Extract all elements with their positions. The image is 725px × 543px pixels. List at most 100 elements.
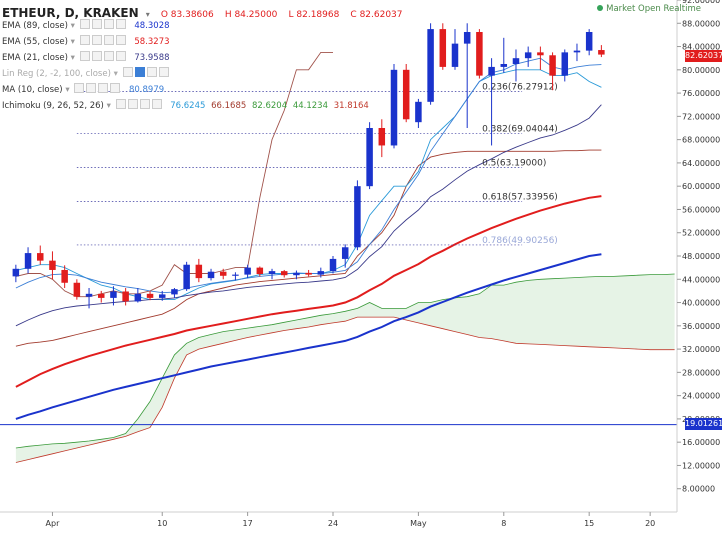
candle-body (232, 274, 239, 276)
series-line-ema55 (15, 195, 602, 388)
indicator-label: EMA (21, close) (2, 53, 68, 63)
ichimoku-base-value: 66.1685 (211, 101, 247, 111)
market-status: Market Open Realtime (597, 4, 701, 14)
series-line-kijun (15, 149, 602, 347)
plus-icon[interactable] (103, 35, 114, 45)
candle-body (134, 293, 142, 302)
candle-body (463, 32, 471, 44)
settings-icon[interactable] (115, 99, 126, 109)
candle-body (415, 101, 422, 123)
indicator-label: MA (10, close) (2, 85, 63, 95)
chevron-down-icon[interactable]: ▾ (70, 21, 75, 31)
level-price-tag: 19.01261 (685, 418, 723, 430)
time-tick-label: 8 (501, 519, 506, 528)
settings-icon[interactable] (122, 67, 133, 77)
candle-body (110, 291, 117, 298)
fib-level-label: 0.236(76.27912) (482, 82, 558, 92)
indicator-ema21[interactable]: EMA (21, close) ▾ 73.9588 (2, 51, 170, 63)
settings-icon[interactable] (79, 51, 90, 61)
candle-body (573, 50, 581, 53)
indicator-ma10[interactable]: MA (10, close) ▾ 80.8979 (2, 83, 164, 95)
candle-body (195, 264, 203, 279)
candle-body (341, 247, 349, 259)
candle-body (49, 260, 56, 270)
fib-level-label: 0.382(69.04044) (482, 125, 558, 135)
price-tick-label: 24.00000 (682, 392, 720, 401)
indicator-label: EMA (55, close) (2, 37, 68, 47)
eye-icon[interactable] (91, 19, 102, 29)
time-tick-label: May (410, 519, 427, 528)
candle-body (207, 271, 215, 279)
candle-body (378, 128, 386, 146)
indicator-label: Ichimoku (9, 26, 52, 26) (2, 101, 104, 111)
indicator-ichimoku[interactable]: Ichimoku (9, 26, 52, 26) ▾ 76.6245 66.16… (2, 99, 369, 111)
symbol-header[interactable]: ETHEUR, D, KRAKEN ▾ O 83.38606 H 84.2500… (2, 2, 403, 21)
eye-icon[interactable] (91, 51, 102, 61)
plus-icon[interactable] (103, 51, 114, 61)
price-tick-label: 16.00000 (682, 438, 720, 447)
settings-icon[interactable] (79, 35, 90, 45)
price-tick-label: 12.00000 (682, 461, 720, 470)
settings-icon[interactable] (74, 83, 85, 93)
candle-body (439, 29, 447, 67)
chevron-down-icon[interactable]: ▾ (70, 37, 75, 47)
chevron-down-icon[interactable]: ▾ (113, 69, 118, 79)
candle-body (598, 50, 605, 55)
ichimoku-cloud (15, 274, 675, 463)
candle-body (305, 272, 312, 275)
ichimoku-conversion-value: 76.6245 (170, 101, 206, 111)
close-icon[interactable] (115, 19, 126, 29)
eye-icon[interactable] (91, 35, 102, 45)
ichimoku-span-a-value: 44.1234 (292, 101, 328, 111)
candle-body (244, 267, 251, 275)
candle-body (12, 268, 20, 277)
indicator-ema89[interactable]: EMA (89, close) ▾ 48.3028 (2, 19, 170, 31)
price-tick-label: 52.00000 (682, 229, 720, 238)
chevron-down-icon[interactable]: ▾ (65, 85, 70, 95)
ohlc-low: L 82.18968 (288, 10, 340, 20)
chevron-down-icon[interactable]: ▾ (70, 53, 75, 63)
plus-icon[interactable] (103, 19, 114, 29)
price-tick-label: 64.00000 (682, 159, 720, 168)
candle-body (37, 253, 44, 261)
indicator-linreg[interactable]: Lin Reg (2, -2, 100, close) ▾ (2, 67, 169, 79)
close-icon[interactable] (115, 35, 126, 45)
candle-body (268, 271, 276, 275)
candle-body (146, 293, 154, 298)
indicator-value: 73.9588 (134, 53, 170, 63)
candle-body (61, 269, 68, 283)
close-icon[interactable] (115, 51, 126, 61)
last-price-value: 82.62037 (685, 51, 724, 60)
price-tick-label: 28.00000 (682, 368, 720, 377)
indicator-label: EMA (89, close) (2, 21, 68, 31)
candle-body (24, 253, 32, 269)
time-tick-label: 17 (243, 519, 253, 528)
close-icon[interactable] (110, 83, 121, 93)
chevron-down-icon[interactable]: ▾ (145, 10, 150, 19)
candle-body (317, 271, 325, 275)
status-dot-icon (597, 5, 604, 11)
candle-body (524, 52, 532, 59)
plus-icon[interactable] (146, 67, 157, 77)
eye-icon[interactable] (127, 99, 138, 109)
time-tick-label: 15 (584, 519, 594, 528)
symbol-title[interactable]: ETHEUR, D, KRAKEN (2, 6, 139, 20)
settings-icon[interactable] (79, 19, 90, 29)
price-tick-label: 44.00000 (682, 275, 720, 284)
eye-icon[interactable] (86, 83, 97, 93)
candle-body (85, 293, 93, 297)
candle-body (329, 258, 337, 272)
indicator-ema55[interactable]: EMA (55, close) ▾ 58.3273 (2, 35, 170, 47)
plus-icon[interactable] (98, 83, 109, 93)
close-icon[interactable] (158, 67, 169, 77)
price-tick-label: 92.00000 (682, 0, 720, 5)
series-line-spanB (15, 316, 675, 463)
candle-body (97, 293, 105, 298)
candle-body (73, 282, 81, 297)
plus-icon[interactable] (139, 99, 150, 109)
eye-icon[interactable] (134, 67, 145, 77)
chevron-down-icon[interactable]: ▾ (106, 101, 111, 111)
close-icon[interactable] (151, 99, 162, 109)
candle-body (451, 43, 459, 67)
